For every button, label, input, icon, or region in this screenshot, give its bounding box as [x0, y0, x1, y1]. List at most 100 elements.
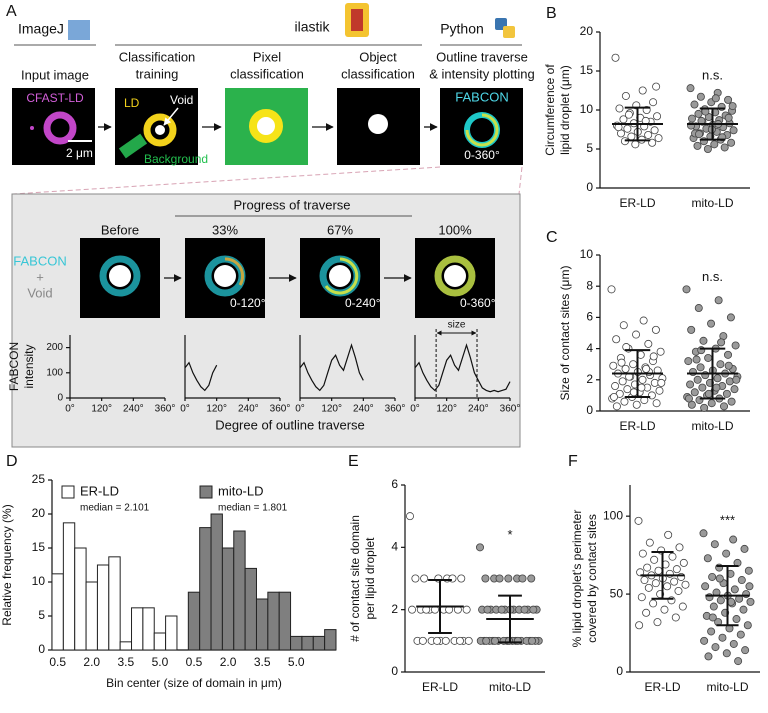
data-point	[694, 109, 703, 118]
speck	[30, 126, 34, 130]
data-point	[655, 386, 664, 395]
tool-name: Python	[440, 21, 484, 37]
data-point	[731, 341, 740, 350]
data-point	[651, 325, 660, 334]
data-point	[420, 574, 429, 583]
data-point	[408, 605, 417, 614]
data-point	[730, 385, 739, 394]
data-point	[696, 92, 705, 101]
x-tick-label: 120°	[436, 404, 457, 415]
y-tick-label: 0	[38, 642, 45, 656]
scribble	[118, 133, 148, 159]
bar	[312, 635, 326, 651]
y-tick-label: 100	[46, 367, 63, 378]
x-tick-label: 2.0	[220, 655, 237, 669]
data-point	[638, 375, 647, 384]
data-point	[433, 636, 442, 645]
y-tick-label: 15	[32, 540, 46, 554]
y-tick-label: 100	[603, 508, 623, 522]
data-point	[612, 335, 621, 344]
tool-icon	[68, 20, 90, 40]
data-point	[693, 375, 702, 384]
angle-label: 0-360°	[460, 296, 496, 310]
class-label: Background	[144, 152, 208, 166]
y-axis-label: Size of contact sites (μm)	[558, 266, 572, 401]
data-point	[612, 402, 621, 411]
data-point	[441, 636, 450, 645]
data-point	[660, 605, 669, 614]
data-point	[699, 529, 708, 538]
x-tick-label: 0°	[410, 404, 420, 415]
data-point	[707, 627, 716, 636]
inset-title: Progress of traverse	[233, 197, 350, 212]
y-tick-label: 2	[391, 602, 398, 616]
x-tick-label: 360°	[155, 404, 176, 415]
y-tick-label: 5	[38, 608, 45, 622]
data-point	[656, 347, 665, 356]
x-axis-label: Bin center (size of domain in μm)	[106, 676, 282, 690]
data-point	[671, 613, 680, 622]
data-point	[741, 646, 750, 655]
data-point	[674, 586, 683, 595]
data-point	[411, 574, 420, 583]
void	[444, 265, 466, 287]
data-point	[490, 636, 499, 645]
step-label: classification	[230, 66, 304, 81]
fabcon-ring	[99, 255, 141, 297]
x-tick-label: 0.5	[186, 655, 203, 669]
data-point	[624, 110, 633, 119]
data-point	[620, 397, 629, 406]
data-point	[675, 543, 684, 552]
data-point	[708, 613, 717, 622]
data-point	[649, 98, 658, 107]
object	[368, 114, 388, 134]
x-tick-label: 240°	[353, 404, 374, 415]
data-point	[637, 383, 646, 392]
x-tick-label: 240°	[238, 404, 259, 415]
x-tick-label: 240°	[123, 404, 144, 415]
angle-label: 0-360°	[464, 148, 500, 162]
data-point	[734, 657, 743, 666]
class-label: Void	[170, 93, 193, 107]
x-tick-label: 120°	[91, 404, 112, 415]
data-point	[462, 605, 471, 614]
data-point	[736, 630, 745, 639]
bar	[244, 567, 257, 651]
y-axis-label: per lipid droplet	[363, 537, 377, 620]
data-point	[631, 140, 640, 149]
data-point	[720, 402, 729, 411]
data-point	[708, 572, 717, 581]
x-tick-label: 360°	[385, 404, 406, 415]
data-point	[722, 649, 731, 658]
data-point	[688, 114, 697, 123]
data-point	[716, 360, 725, 369]
data-point	[687, 325, 696, 334]
bar	[142, 607, 155, 651]
stage-label: 100%	[438, 222, 472, 237]
data-point	[615, 104, 624, 113]
bar	[96, 564, 110, 651]
micrograph	[12, 88, 95, 165]
data-point	[713, 374, 722, 383]
y-tick-label: 20	[32, 506, 46, 520]
x-tick-label: 3.5	[117, 655, 134, 669]
traverse-arc	[324, 257, 359, 295]
step-label: Classification	[119, 49, 196, 64]
data-point	[710, 140, 719, 149]
y-tick-label: 50	[610, 586, 624, 600]
x-tick-label: mito-LD	[706, 680, 748, 694]
data-point	[607, 285, 616, 294]
void	[155, 125, 165, 135]
intensity-trace	[299, 343, 364, 392]
data-point	[743, 621, 752, 630]
data-point	[704, 389, 713, 398]
y-tick-label: 15	[580, 63, 594, 77]
x-tick-label: 360°	[270, 404, 291, 415]
legend-swatch	[61, 485, 75, 499]
data-point	[729, 535, 738, 544]
x-tick-label: 5.0	[288, 655, 305, 669]
stain-label: CFAST-LD	[26, 91, 84, 105]
data-point	[645, 538, 654, 547]
tool-name: ImageJ	[18, 21, 64, 37]
y-axis-label: % lipid droplet's perimeter	[570, 510, 584, 648]
